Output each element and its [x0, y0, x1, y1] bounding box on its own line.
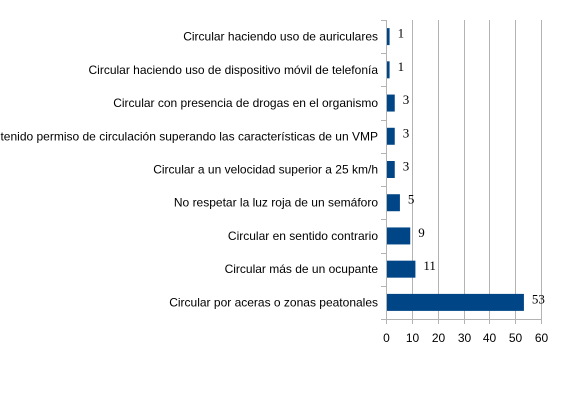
data-label: 5: [408, 192, 415, 207]
axes: [381, 20, 542, 324]
x-tick-label: 20: [432, 331, 446, 345]
x-tick-label: 0: [383, 331, 390, 345]
bar: [387, 61, 390, 79]
data-label: 1: [398, 26, 405, 41]
x-tick-label: 30: [458, 331, 472, 345]
category-label: Circular más de un ocupante: [225, 262, 379, 276]
category-label: Circular haciendo uso de dispositivo móv…: [89, 63, 379, 77]
bar: [387, 227, 411, 245]
data-label: 1: [398, 59, 405, 74]
category-label: Circular haciendo uso de auriculares: [183, 30, 378, 44]
bar: [387, 28, 390, 46]
category-label: Circular en sentido contrario: [228, 229, 378, 243]
data-label: 3: [403, 125, 410, 140]
grid: [412, 20, 542, 319]
category-label: Circular por aceras o zonas peatonales: [169, 295, 378, 309]
bar: [387, 194, 400, 212]
data-label: 9: [418, 225, 425, 240]
category-label: Circular con presencia de drogas en el o…: [113, 96, 378, 110]
bar: [387, 127, 395, 145]
bars: [387, 28, 524, 311]
bar: [387, 94, 395, 112]
bar: [387, 293, 524, 311]
bar: [387, 260, 416, 278]
data-label: 53: [532, 291, 545, 306]
data-label: 3: [403, 159, 410, 174]
data-label: 11: [423, 258, 436, 273]
labels: 0 10 20 30 40 50 60 Circular haciendo uso de au…: [0, 26, 548, 345]
category-label: Circular sin haber obtenido permiso de c…: [0, 129, 378, 143]
category-label: No respetar la luz roja de un semáforo: [174, 196, 378, 210]
x-tick-label: 50: [509, 331, 523, 345]
category-label: Circular a un velocidad superior a 25 km…: [153, 163, 378, 177]
x-tick-label: 10: [406, 331, 420, 345]
x-tick-label: 40: [483, 331, 497, 345]
data-label: 3: [403, 92, 410, 107]
x-tick-label: 60: [535, 331, 549, 345]
bar: [387, 161, 395, 178]
